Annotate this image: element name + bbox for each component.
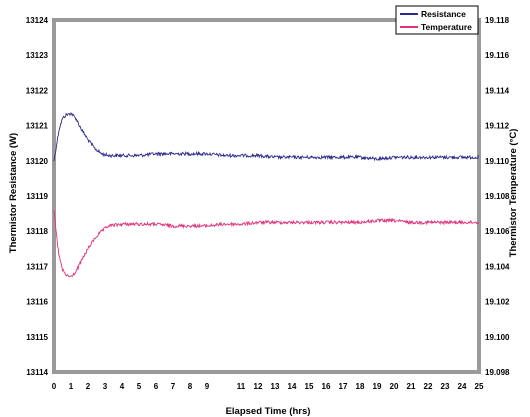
y-left-tick-label: 13124 [26,16,49,25]
y-left-tick-label: 13122 [26,86,49,95]
y-right-tick-labels: 19.098 19.100 19.102 19.104 19.106 19.108 19.1… [485,16,510,377]
y-left-tick-label: 13116 [26,298,48,307]
y-left-tick-label: 13123 [26,51,49,60]
y-left-tick-label: 13121 [26,122,49,131]
x-tick-label: 20 [390,382,399,391]
y-right-tick-label: 19.118 [485,16,510,25]
y-left-tick-label: 13119 [26,192,48,201]
y-left-tick-label: 13117 [26,262,48,271]
x-tick-label: 15 [305,382,314,391]
x-tick-label: 9 [205,382,210,391]
legend-box [395,5,479,35]
x-tick-label: 5 [137,382,142,391]
y-right-tick-label: 19.116 [485,51,510,60]
x-tick-label: 17 [339,382,348,391]
y-right-tick-label: 19.104 [485,262,510,271]
x-tick-label: 14 [288,382,297,391]
x-tick-label: 0 [52,382,57,391]
x-tick-label: 1 [69,382,74,391]
x-tick-label: 18 [356,382,365,391]
y-left-axis-title: Thermistor Resistance (W) [8,133,19,253]
y-right-tick-label: 19.112 [485,122,510,131]
series-group [53,112,480,278]
series-line-temperature [53,209,480,278]
y-left-tick-label: 13120 [26,157,49,166]
y-left-tick-label: 13114 [26,368,48,377]
x-tick-label: 22 [424,382,433,391]
plot-frame-group [52,18,481,374]
x-tick-label: 11 [237,382,246,391]
y-right-tick-label: 19.110 [485,157,510,166]
y-right-axis-title: Thermistor Temperature (°C) [508,129,519,258]
y-left-tick-label: 13115 [26,333,48,342]
x-tick-label: 24 [458,382,467,391]
x-tick-label: 12 [254,382,263,391]
x-tick-label: 16 [322,382,331,391]
x-tick-label: 13 [271,382,280,391]
x-tick-label: 3 [103,382,108,391]
x-tick-labels: 0 1 2 3 4 5 6 7 8 9 11 12 13 14 15 16 17 18 19 20 21 22 23 24 25 [52,382,484,391]
plot-frame [52,18,481,374]
x-axis-title: Elapsed Time (hrs) [226,406,311,417]
x-tick-label: 6 [154,382,159,391]
legend-label-resistance: Resistance [421,9,466,19]
x-tick-label: 23 [441,382,450,391]
x-tick-label: 8 [188,382,193,391]
y-left-tick-label: 13118 [26,227,48,236]
y-right-tick-label: 19.108 [485,192,510,201]
y-right-tick-label: 19.106 [485,227,510,236]
x-tick-label: 7 [171,382,176,391]
series-line-resistance [53,112,480,162]
x-tick-label: 21 [407,382,416,391]
x-tick-label: 4 [120,382,125,391]
y-right-tick-label: 19.102 [485,298,510,307]
y-right-tick-label: 19.100 [485,333,510,342]
y-left-tick-labels: 13114 13115 13116 13117 13118 13119 13120 13121… [26,16,49,377]
x-tick-label: 19 [373,382,382,391]
legend: Resistance Temperature [395,5,479,35]
y-right-tick-label: 19.114 [485,86,510,95]
y-right-tick-label: 19.098 [485,368,510,377]
x-tick-label: 25 [475,382,484,391]
legend-label-temperature: Temperature [421,22,472,32]
x-tick-label: 2 [86,382,91,391]
